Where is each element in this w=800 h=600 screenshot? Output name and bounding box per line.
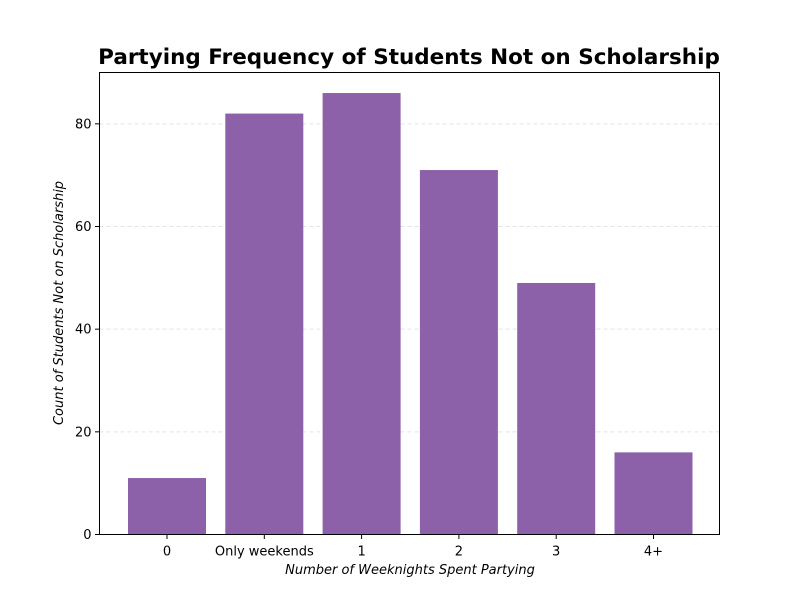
y-tick-label: 60 (75, 220, 92, 235)
y-axis-label: Count of Students Not on Scholarship (52, 181, 67, 425)
x-tick-label: Only weekends (215, 545, 314, 560)
bar-1 (225, 113, 304, 535)
y-tick-label: 40 (75, 323, 92, 338)
x-tick-label: 2 (455, 545, 463, 560)
y-axis-ticks: 0 20 40 60 80 (75, 117, 100, 543)
x-axis-label: Number of Weeknights Spent Partying (285, 563, 535, 578)
y-tick-label: 20 (75, 425, 92, 440)
bar-4 (517, 282, 596, 535)
x-tick-label: 3 (552, 545, 560, 560)
bar-5 (614, 452, 693, 535)
bar-3 (419, 170, 498, 535)
bar-2 (322, 93, 401, 535)
bar-0 (128, 478, 206, 535)
x-tick-label: 1 (357, 545, 365, 560)
chart-title: Partying Frequency of Students Not on Sc… (98, 45, 720, 70)
bars (128, 93, 693, 535)
x-tick-label: 4+ (644, 545, 663, 560)
x-axis-ticks: 0 Only weekends 1 2 3 4+ (163, 534, 663, 560)
y-tick-label: 0 (83, 528, 91, 543)
plot-frame (99, 72, 720, 535)
y-tick-label: 80 (75, 117, 92, 132)
grid-lines (99, 123, 720, 433)
x-tick-label: 0 (163, 545, 171, 560)
